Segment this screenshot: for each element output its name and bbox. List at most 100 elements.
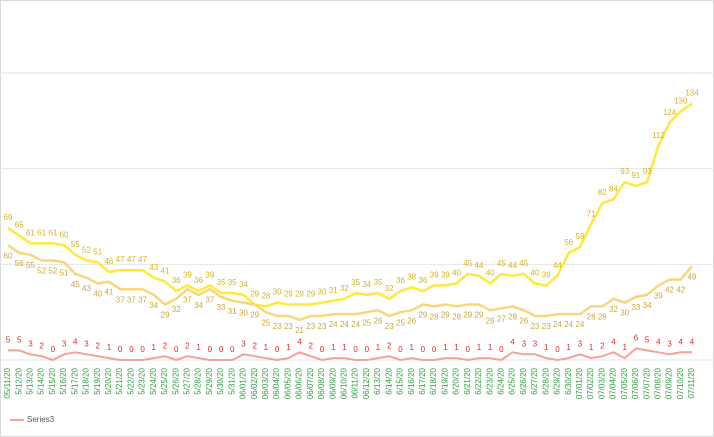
series-line xyxy=(7,102,693,308)
x-tick-label: 6/25/20 xyxy=(508,367,517,394)
data-label: 23 xyxy=(542,322,551,331)
data-label: 43 xyxy=(82,284,91,293)
data-label: 31 xyxy=(228,307,237,316)
data-label: 26 xyxy=(519,316,528,325)
data-label: 3 xyxy=(522,339,527,348)
data-label: 29 xyxy=(284,290,293,299)
data-label: 0 xyxy=(51,345,56,354)
data-label: 23 xyxy=(306,322,315,331)
data-label: 2 xyxy=(39,341,44,350)
data-label: 51 xyxy=(60,269,69,278)
data-label: 0 xyxy=(174,345,179,354)
x-tick-label: 07/09/20 xyxy=(665,367,674,399)
data-label: 1 xyxy=(264,343,269,352)
x-tick-label: 06/09/20 xyxy=(328,367,337,399)
data-label: 36 xyxy=(194,276,203,285)
data-label: 35 xyxy=(374,278,383,287)
x-tick-label: 6/27/20 xyxy=(530,367,539,394)
data-label: 40 xyxy=(452,269,461,278)
data-label: 28 xyxy=(598,313,607,322)
data-label: 27 xyxy=(497,314,506,323)
x-tick-label: 07/10/20 xyxy=(676,367,685,399)
data-label: 1 xyxy=(342,343,347,352)
x-tick-label: 5/25/20 xyxy=(160,367,169,394)
x-tick-label: 6/19/20 xyxy=(440,367,449,394)
data-label: 47 xyxy=(116,255,125,264)
data-label: 28 xyxy=(261,292,270,301)
x-tick-label: 07/02/20 xyxy=(586,367,595,399)
x-tick-label: 6/28/20 xyxy=(541,367,550,394)
x-tick-label: 6/22/20 xyxy=(474,367,483,394)
data-label: 112 xyxy=(652,131,665,140)
data-label: 0 xyxy=(275,345,280,354)
x-tick-label: 5/12/20 xyxy=(14,367,23,394)
data-label: 29 xyxy=(250,311,259,320)
x-tick-label: 05/11/20 xyxy=(3,367,12,398)
x-tick-label: 6/16/20 xyxy=(407,367,416,394)
data-label: 23 xyxy=(318,322,327,331)
data-label: 36 xyxy=(172,276,181,285)
x-tick-label: 06/01/20 xyxy=(239,367,248,399)
data-label: 1 xyxy=(409,343,414,352)
data-label: 26 xyxy=(486,316,495,325)
data-label: 3 xyxy=(84,339,89,348)
legend-label: Series3 xyxy=(27,415,55,424)
x-tick-label: 06/07/20 xyxy=(306,367,315,399)
data-label: 60 xyxy=(4,251,13,260)
data-label: 33 xyxy=(217,303,226,312)
data-label: 93 xyxy=(620,167,629,176)
x-tick-label: 07/01/20 xyxy=(575,367,584,399)
data-label: 28 xyxy=(452,313,461,322)
data-label: 28 xyxy=(587,313,596,322)
x-tick-label: 07/05/20 xyxy=(620,367,629,399)
data-label: 29 xyxy=(474,311,483,320)
x-tick-label: 6/17/20 xyxy=(418,367,427,394)
data-label: 37 xyxy=(127,295,136,304)
data-label: 26 xyxy=(407,316,416,325)
data-label: 37 xyxy=(183,295,192,304)
data-label: 25 xyxy=(362,318,371,327)
x-tick-label: 06/12/20 xyxy=(362,367,371,399)
data-label: 45 xyxy=(71,280,80,289)
data-label: 30 xyxy=(239,309,248,318)
data-label: 4 xyxy=(297,337,302,346)
data-label: 3 xyxy=(241,339,246,348)
data-label: 45 xyxy=(463,259,472,268)
data-label: 1 xyxy=(443,343,448,352)
data-label: 3 xyxy=(578,339,583,348)
data-label: 91 xyxy=(631,171,640,180)
x-tick-label: 5/27/20 xyxy=(183,367,192,394)
data-label: 71 xyxy=(587,209,596,218)
data-label: 61 xyxy=(48,228,57,237)
data-label: 0 xyxy=(466,345,471,354)
data-label: 39 xyxy=(441,270,450,279)
data-label: 43 xyxy=(149,263,158,272)
data-label: 0 xyxy=(555,345,560,354)
data-label: 32 xyxy=(172,305,181,314)
data-label: 32 xyxy=(609,305,618,314)
x-tick-label: 6/20/20 xyxy=(452,367,461,394)
data-label: 1 xyxy=(477,343,482,352)
data-label: 4 xyxy=(73,337,78,346)
data-label: 24 xyxy=(351,320,360,329)
data-label: 29 xyxy=(463,311,472,320)
data-label: 35 xyxy=(228,278,237,287)
data-label: 41 xyxy=(161,267,170,276)
data-label: 23 xyxy=(284,322,293,331)
data-label: 36 xyxy=(418,276,427,285)
data-label: 29 xyxy=(250,290,259,299)
data-label: 1 xyxy=(376,343,381,352)
x-tick-label: 5/26/20 xyxy=(171,367,180,394)
data-label: 45 xyxy=(519,259,528,268)
x-tick-label: 5/17/20 xyxy=(70,367,79,394)
x-tick-label: 6/15/20 xyxy=(396,367,405,394)
data-label: 44 xyxy=(553,261,562,270)
data-label: 2 xyxy=(387,341,392,350)
data-label: 4 xyxy=(679,337,684,346)
data-label: 1 xyxy=(196,343,201,352)
data-label: 44 xyxy=(508,261,517,270)
data-label: 24 xyxy=(329,320,338,329)
data-label: 29 xyxy=(418,311,427,320)
data-label: 0 xyxy=(208,345,213,354)
data-label: 29 xyxy=(295,290,304,299)
